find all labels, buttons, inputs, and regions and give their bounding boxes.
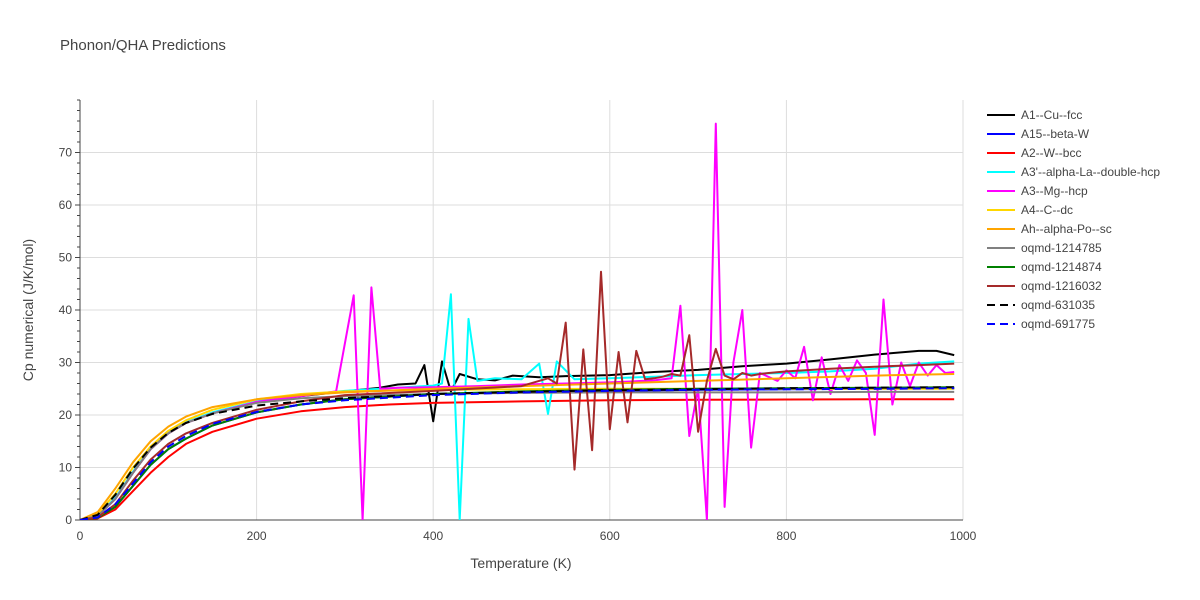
x-tick-label: 200 xyxy=(247,529,267,543)
legend-item-label: A4--C--dc xyxy=(1021,203,1073,217)
x-tick-label: 400 xyxy=(423,529,443,543)
legend-item-label: A2--W--bcc xyxy=(1021,146,1081,160)
legend-item-label: oqmd-631035 xyxy=(1021,298,1095,312)
legend-item-label: A15--beta-W xyxy=(1021,127,1090,141)
x-tick-label: 800 xyxy=(776,529,796,543)
legend-item-label: oqmd-1216032 xyxy=(1021,279,1102,293)
y-tick-label: 40 xyxy=(59,303,73,317)
x-tick-label: 600 xyxy=(600,529,620,543)
grid xyxy=(80,100,964,520)
series-line-A3--Mg--hcp xyxy=(80,122,955,520)
legend-item-label: oqmd-1214874 xyxy=(1021,260,1102,274)
legend-item-label: oqmd-1214785 xyxy=(1021,241,1102,255)
x-tick-label: 0 xyxy=(77,529,84,543)
x-tick-label: 1000 xyxy=(950,529,977,543)
chart-title: Phonon/QHA Predictions xyxy=(60,37,226,54)
y-tick-label: 0 xyxy=(65,513,72,527)
y-tick-label: 50 xyxy=(59,251,73,265)
series-layer xyxy=(80,122,955,520)
axes: 0 200 400 600 800 1000 0 10 20 30 40 50 60 70 xyxy=(59,99,977,543)
series-line-oqmd-631035 xyxy=(80,386,955,520)
x-axis-label: Temperature (K) xyxy=(470,555,571,571)
legend-item-label: Ah--alpha-Po--sc xyxy=(1021,222,1112,236)
y-tick-label: 10 xyxy=(59,461,73,475)
legend-item-label: A1--Cu--fcc xyxy=(1021,108,1082,122)
y-axis-label: Cp numerical (J/K/mol) xyxy=(20,239,36,381)
series-line-oqmd-691775 xyxy=(80,387,955,520)
series-line-oqmd-1216032 xyxy=(80,270,955,520)
legend: A1--Cu--fcc A15--beta-W A2--W--bcc A3'--alp… xyxy=(987,108,1160,331)
legend-item-label: oqmd-691775 xyxy=(1021,317,1095,331)
legend-item-label: A3'--alpha-La--double-hcp xyxy=(1021,165,1160,179)
series-line-oqmd-1214785 xyxy=(80,390,955,520)
legend-item-label: A3--Mg--hcp xyxy=(1021,184,1088,198)
y-tick-label: 20 xyxy=(59,408,73,422)
y-tick-label: 60 xyxy=(59,198,73,212)
series-line-Ah--alpha-Po--sc xyxy=(80,373,955,520)
y-tick-label: 30 xyxy=(59,356,73,370)
series-line-A2--W--bcc xyxy=(80,398,955,520)
y-tick-label: 70 xyxy=(59,146,73,160)
